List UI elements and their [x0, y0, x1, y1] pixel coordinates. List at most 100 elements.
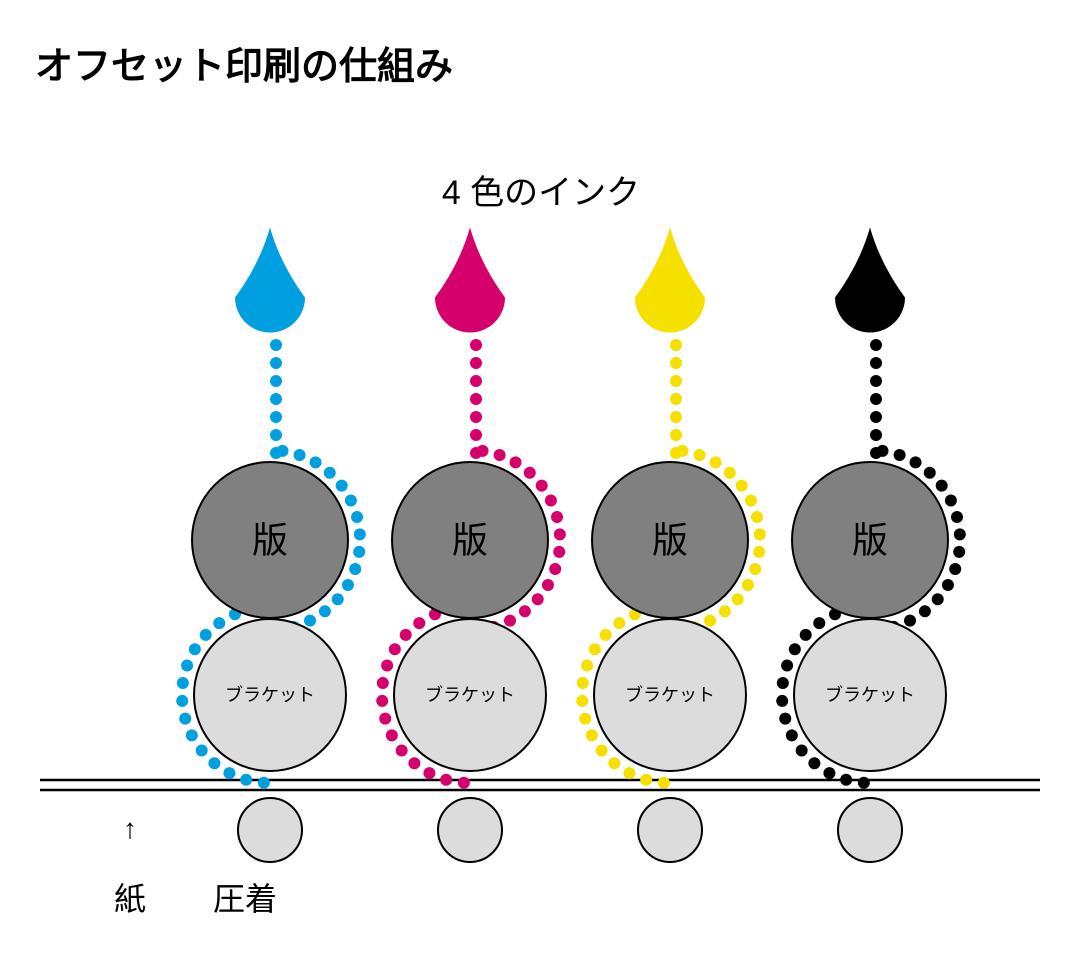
ink-dot — [870, 393, 882, 405]
plate-cylinder-label: 版 — [452, 520, 488, 561]
ink-dot — [176, 695, 188, 707]
ink-dot — [870, 357, 882, 369]
ink-dot — [413, 617, 425, 629]
blanket-cylinder-label: ブラケット — [825, 684, 915, 705]
ink-dot — [542, 579, 554, 591]
ink-dot — [789, 643, 801, 655]
ink-dot — [742, 579, 754, 591]
ink-drop-icon-magenta — [435, 228, 505, 333]
ink-dot — [586, 729, 598, 741]
ink-dot — [808, 757, 820, 769]
ink-dot — [189, 643, 201, 655]
ink-dot — [589, 643, 601, 655]
ink-dot — [936, 480, 948, 492]
ink-dot — [423, 767, 435, 779]
ink-dot — [470, 429, 482, 441]
ink-dot — [470, 375, 482, 387]
ink-dot — [945, 495, 957, 507]
ink-dot — [840, 774, 852, 786]
ink-dot — [270, 357, 282, 369]
ink-dot — [332, 593, 344, 605]
ink-dot — [270, 429, 282, 441]
ink-dot — [579, 713, 591, 725]
ink-drop-icon-cyan — [235, 228, 305, 333]
ink-column-black: 版ブラケット — [776, 228, 966, 863]
ink-dot — [623, 767, 635, 779]
ink-dot — [386, 729, 398, 741]
ink-dot — [477, 445, 489, 457]
ink-dot — [304, 615, 316, 627]
ink-dot — [396, 744, 408, 756]
impression-cylinder-magenta — [438, 798, 502, 862]
ink-dot — [753, 546, 765, 558]
ink-dot — [470, 393, 482, 405]
ink-dot — [440, 774, 452, 786]
ink-dot — [494, 449, 506, 461]
impression-cylinder-cyan — [238, 798, 302, 862]
paper-arrow-label: ↑ — [123, 813, 137, 844]
ink-dot — [736, 480, 748, 492]
ink-drop-icon-yellow — [635, 228, 705, 333]
ink-dot — [200, 629, 212, 641]
ink-dot — [181, 659, 193, 671]
ink-dot — [470, 339, 482, 351]
ink-dot — [208, 757, 220, 769]
ink-dot — [858, 777, 870, 789]
ink-dot — [870, 429, 882, 441]
ink-dot — [904, 615, 916, 627]
ink-dot — [470, 357, 482, 369]
ink-dot — [177, 677, 189, 689]
ink-dot — [319, 605, 331, 617]
ink-dot — [724, 467, 736, 479]
impression-cylinder-yellow — [638, 798, 702, 862]
ink-dot — [823, 767, 835, 779]
ink-dot — [353, 546, 365, 558]
ink-dot — [670, 411, 682, 423]
ink-dot — [776, 695, 788, 707]
ink-dot — [223, 767, 235, 779]
ink-dot — [277, 445, 289, 457]
ink-dot — [179, 713, 191, 725]
ink-dot — [600, 629, 612, 641]
ink-column-yellow: 版ブラケット — [576, 228, 766, 863]
ink-dot — [677, 445, 689, 457]
blanket-cylinder-label: ブラケット — [425, 684, 515, 705]
ink-dot — [376, 695, 388, 707]
ink-dot — [745, 495, 757, 507]
ink-dot — [813, 617, 825, 629]
ink-dot — [894, 449, 906, 461]
ink-dot — [781, 659, 793, 671]
ink-dot — [510, 456, 522, 468]
ink-dot — [613, 617, 625, 629]
ink-dot — [240, 774, 252, 786]
ink-dot — [532, 593, 544, 605]
ink-dot — [400, 629, 412, 641]
ink-dot — [524, 467, 536, 479]
ink-dot — [640, 774, 652, 786]
ink-dot — [354, 528, 366, 540]
ink-drop-icon-black — [835, 228, 905, 333]
press-label: 圧着 — [213, 881, 277, 917]
ink-dot — [536, 480, 548, 492]
ink-dot — [670, 339, 682, 351]
ink-dot — [786, 729, 798, 741]
ink-dot — [670, 357, 682, 369]
ink-dot — [351, 511, 363, 523]
blanket-cylinder-label: ブラケット — [225, 684, 315, 705]
ink-dot — [258, 777, 270, 789]
ink-dot — [270, 339, 282, 351]
ink-dot — [694, 449, 706, 461]
ink-dot — [951, 511, 963, 523]
ink-dot — [942, 579, 954, 591]
paper-label: 紙 — [114, 881, 146, 917]
plate-cylinder-label: 版 — [652, 520, 688, 561]
ink-dot — [381, 659, 393, 671]
ink-dot — [545, 495, 557, 507]
plate-cylinder-label: 版 — [252, 520, 288, 561]
ink-dot — [877, 445, 889, 457]
ink-dot — [954, 528, 966, 540]
ink-dot — [270, 393, 282, 405]
ink-dot — [408, 757, 420, 769]
ink-dot — [749, 563, 761, 575]
ink-dot — [870, 375, 882, 387]
